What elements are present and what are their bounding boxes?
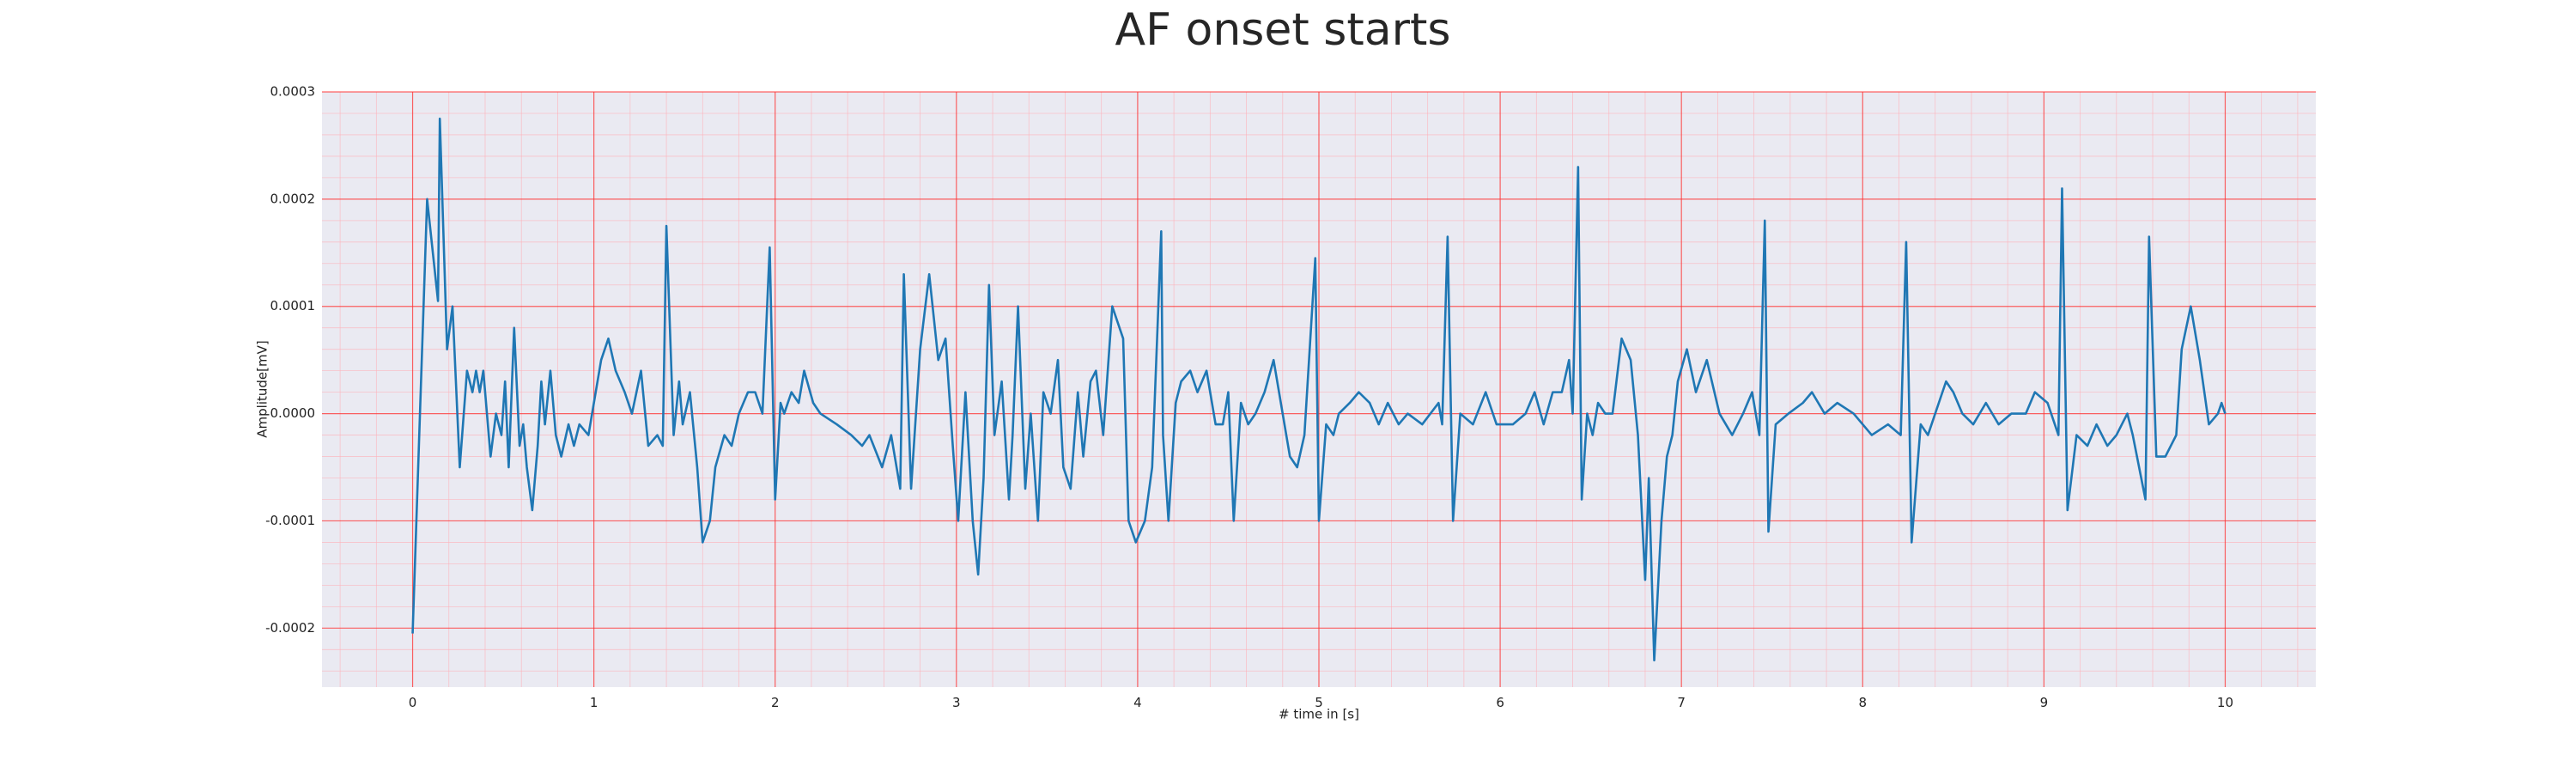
y-tick-label: 0.0003: [270, 84, 316, 100]
y-axis-label: Amplitude[mV]: [255, 340, 270, 437]
y-tick-label: -0.0001: [265, 513, 315, 528]
y-tick-label: 0.0002: [270, 191, 316, 206]
x-tick-label: 7: [1677, 695, 1686, 710]
y-tick-label: -0.0002: [265, 620, 315, 636]
y-tick-label: 0.0001: [270, 298, 316, 313]
data-layer: [411, 117, 2227, 662]
x-tick-label: 9: [2040, 695, 2049, 710]
x-tick-label: 2: [771, 695, 780, 710]
x-tick-label: 8: [1858, 695, 1867, 710]
x-tick-label: 5: [1315, 695, 1323, 710]
x-tick-label: 10: [2217, 695, 2233, 710]
signal-line: [411, 117, 2227, 662]
x-axis-label: # time in [s]: [1279, 707, 1359, 722]
chart-title: AF onset starts: [1115, 4, 1451, 56]
x-tick-label: 4: [1133, 695, 1142, 710]
x-tick-label: 6: [1496, 695, 1504, 710]
x-tick-label: 1: [590, 695, 598, 710]
major-grid: [322, 91, 2316, 687]
x-tick-label: 3: [952, 695, 961, 710]
x-tick-label: 0: [409, 695, 417, 710]
y-tick-label: 0.0000: [270, 405, 316, 421]
